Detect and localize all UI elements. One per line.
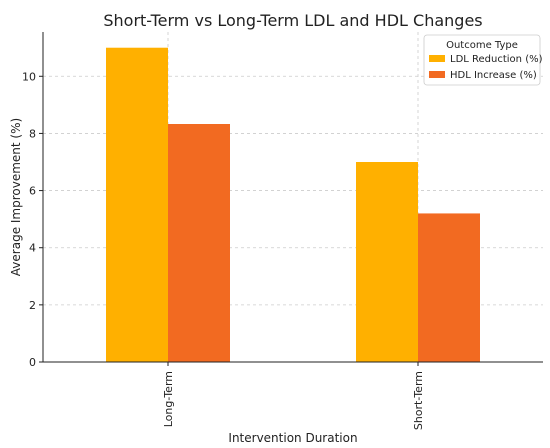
chart-title: Short-Term vs Long-Term LDL and HDL Chan… <box>103 11 482 30</box>
ticks-layer: 0 2 4 6 8 10 Long-Term Short-Term <box>22 70 425 430</box>
bar-long-term-series-0 <box>106 47 168 362</box>
y-tick-label: 2 <box>29 299 36 312</box>
y-tick-label: 10 <box>22 70 36 83</box>
legend-label-hdl: HDL Increase (%) <box>450 70 537 81</box>
legend: Outcome Type LDL Reduction (%) HDL Incre… <box>423 34 543 86</box>
y-axis-label: Average Improvement (%) <box>9 118 23 276</box>
legend-swatch-hdl <box>429 71 445 78</box>
legend-label-ldl: LDL Reduction (%) <box>450 54 543 65</box>
y-tick-label: 4 <box>29 242 36 255</box>
bar-short-term-series-0 <box>356 162 418 362</box>
legend-swatch-ldl <box>429 55 445 62</box>
bar-long-term-series-1 <box>168 124 230 362</box>
y-tick-label: 0 <box>29 356 36 369</box>
x-tick-label: Long-Term <box>162 371 175 427</box>
bars-layer <box>106 47 480 362</box>
x-axis-label: Intervention Duration <box>228 431 357 445</box>
y-tick-label: 6 <box>29 185 36 198</box>
legend-title: Outcome Type <box>446 40 518 51</box>
axes-layer <box>42 32 543 363</box>
x-tick-label: Short-Term <box>412 371 425 430</box>
y-tick-label: 8 <box>29 127 36 140</box>
legend-frame <box>423 34 541 86</box>
bar-short-term-series-1 <box>418 213 480 362</box>
